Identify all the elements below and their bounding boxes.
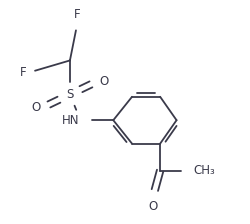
Text: S: S xyxy=(66,88,74,101)
Text: F: F xyxy=(74,8,80,21)
Text: F: F xyxy=(20,66,26,79)
Text: O: O xyxy=(148,200,158,213)
Text: HN: HN xyxy=(62,114,79,127)
Text: O: O xyxy=(31,101,40,114)
Text: CH₃: CH₃ xyxy=(194,164,215,177)
Text: O: O xyxy=(100,75,109,88)
